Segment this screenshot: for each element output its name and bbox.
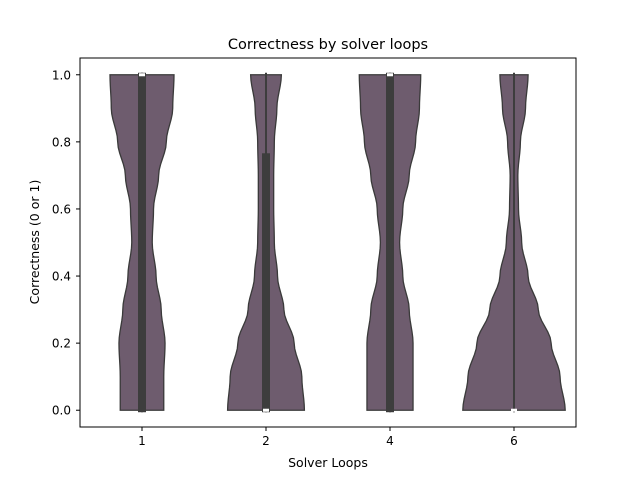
plot-frame [79, 57, 577, 428]
x-tick-label-4: 4 [386, 434, 394, 448]
median-marker-4 [387, 73, 393, 77]
median-marker-6 [511, 408, 517, 412]
y-tick-label-5: 1.0 [52, 68, 71, 82]
y-tick-label-2: 0.4 [52, 270, 71, 284]
y-tick-label-1: 0.2 [52, 337, 71, 351]
chart-title: Correctness by solver loops [228, 37, 428, 53]
y-ticks: 0.0 0.2 0.4 0.6 0.8 1.0 [52, 68, 80, 418]
x-ticks: 1 2 4 6 [138, 427, 518, 448]
y-tick-label-3: 0.6 [52, 202, 71, 216]
x-tick-label-1: 1 [138, 434, 146, 448]
iqr-box-2 [262, 153, 270, 413]
iqr-box-4 [386, 72, 394, 413]
y-axis-label: Correctness (0 or 1) [27, 180, 42, 305]
boxes-layer [138, 72, 517, 413]
median-marker-1 [139, 73, 145, 77]
median-marker-2 [263, 408, 269, 412]
y-tick-label-4: 0.8 [52, 135, 71, 149]
x-tick-label-2: 2 [262, 434, 270, 448]
x-axis-label: Solver Loops [288, 455, 368, 470]
x-tick-label-6: 6 [510, 434, 518, 448]
iqr-box-1 [138, 72, 146, 413]
y-tick-label-0: 0.0 [52, 404, 71, 418]
